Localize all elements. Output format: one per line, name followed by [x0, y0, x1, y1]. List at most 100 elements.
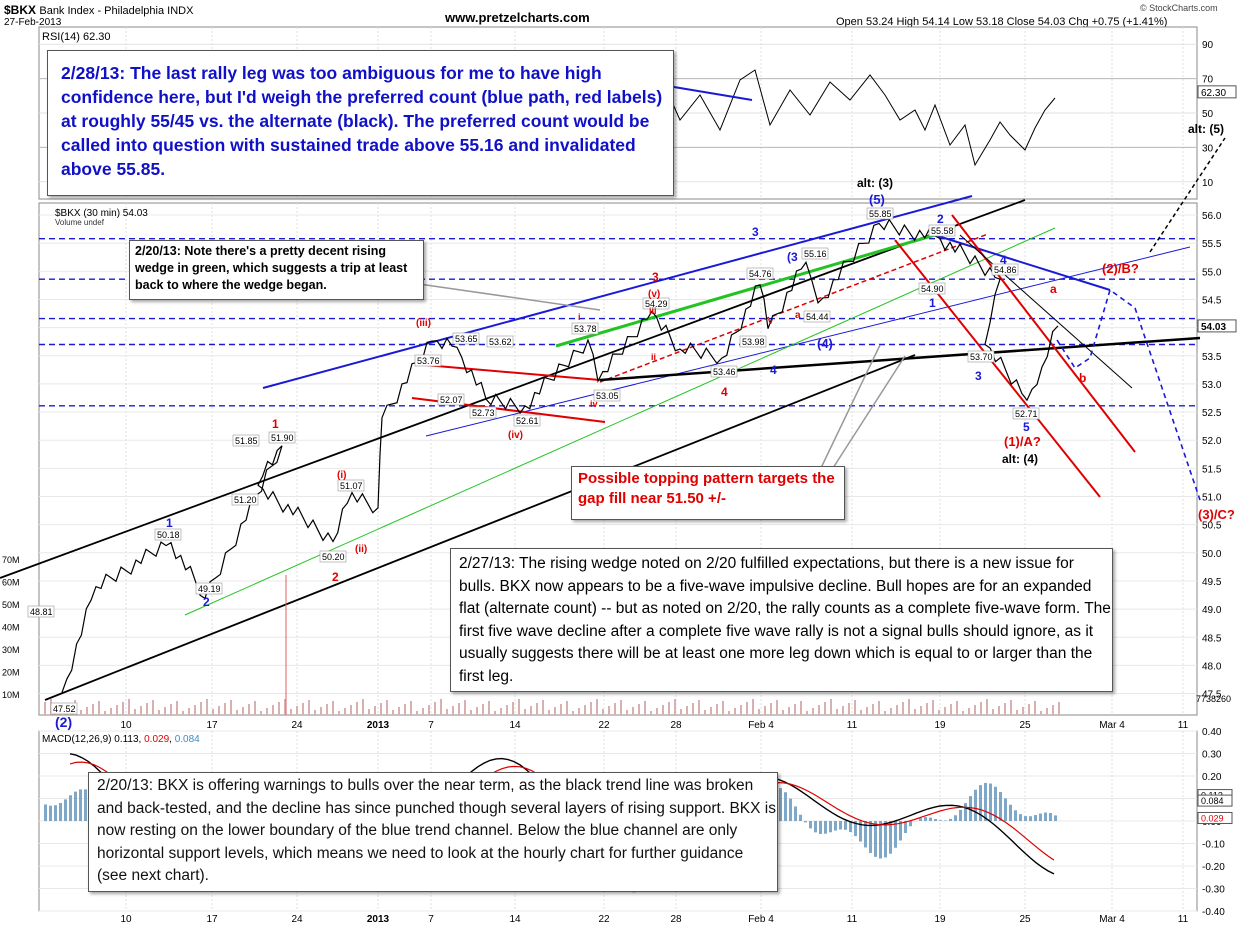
- x-tick-label: 11: [1178, 914, 1189, 925]
- volume-bar: [194, 705, 196, 715]
- volume-bar: [86, 707, 88, 715]
- volume-bar: [686, 706, 688, 715]
- macd-tag: 0.029: [1201, 813, 1224, 823]
- price-label-box: [50, 702, 78, 715]
- price-label: 50.20: [322, 552, 345, 562]
- price-label: 47.52: [53, 704, 76, 714]
- wave-label-red: (v): [648, 289, 660, 300]
- volume-bar: [746, 702, 748, 715]
- macd-label: MACD(12,26,9) 0.113, 0.029, 0.084: [42, 734, 200, 745]
- macd-histogram-bar: [784, 792, 787, 821]
- macd-tag-box: [1197, 794, 1233, 807]
- volume-bar: [116, 705, 118, 715]
- macd-v1: 0.113: [114, 734, 139, 745]
- volume-bar: [668, 702, 670, 715]
- volume-bar: [320, 707, 322, 715]
- site-label: www.pretzelcharts.com: [445, 10, 590, 25]
- price-label-box: [801, 247, 829, 260]
- volume-bar: [98, 701, 100, 715]
- volume-bar: [530, 706, 532, 715]
- volume-bar: [284, 699, 286, 715]
- price-label-box: [967, 350, 995, 363]
- wave-label-red: 1: [272, 417, 279, 431]
- price-label: 55.85: [869, 209, 892, 219]
- volume-bar: [944, 707, 946, 715]
- macd-histogram-bar: [59, 802, 62, 821]
- macd-histogram-bar: [904, 821, 907, 834]
- macd-tick-label: 0.20: [1202, 772, 1222, 783]
- price-label: 52.71: [1015, 409, 1038, 419]
- macd-histogram-bar: [949, 818, 952, 821]
- credit-label: © StockCharts.com: [1140, 3, 1218, 13]
- volume-bar: [848, 703, 850, 715]
- volume-bar: [680, 709, 682, 715]
- price-label: 52.73: [472, 408, 495, 418]
- macd-histogram-bar: [779, 788, 782, 821]
- volume-bar: [1040, 711, 1042, 715]
- volume-tick-label: 10M: [2, 690, 20, 700]
- price-label: 52.07: [440, 395, 463, 405]
- volume-bar: [152, 700, 154, 715]
- volume-bar: [974, 705, 976, 715]
- macd-histogram-bar: [1009, 804, 1012, 821]
- macd-histogram-bar: [824, 821, 827, 834]
- volume-bar: [398, 707, 400, 715]
- volume-bar: [110, 708, 112, 715]
- macd-histogram-bar: [789, 798, 792, 821]
- volume-bar: [980, 702, 982, 715]
- price-label: 48.81: [30, 607, 53, 617]
- macd-note: 2/20/13: BKX is offering warnings to bul…: [88, 772, 778, 892]
- volume-bar: [314, 710, 316, 715]
- volume-bar: [692, 703, 694, 715]
- x-tick-label: Feb 4: [748, 914, 774, 925]
- wave-label-black: alt: (3): [857, 176, 893, 190]
- volume-bar: [122, 702, 124, 715]
- blue-descending-line: [937, 235, 1111, 291]
- macd-histogram-bar: [874, 821, 877, 857]
- price-label: 53.65: [455, 334, 478, 344]
- volume-bar: [758, 709, 760, 715]
- volume-bar: [524, 709, 526, 715]
- volume-bar: [788, 707, 790, 715]
- price-tick-label: 50.5: [1202, 521, 1222, 532]
- volume-bar: [248, 704, 250, 715]
- x-tick-label: Feb 4: [748, 720, 774, 731]
- volume-bar: [650, 711, 652, 715]
- volume-bar: [332, 701, 334, 715]
- volume-bar: [938, 710, 940, 715]
- rsi-line: [659, 69, 1056, 167]
- wave-label-red: a: [795, 310, 801, 321]
- wave-label-red: ii: [651, 352, 656, 362]
- price-label: 50.18: [157, 530, 180, 540]
- macd-histogram-bar: [44, 804, 47, 821]
- macd-histogram-bar: [74, 791, 77, 821]
- volume-bar: [752, 699, 754, 715]
- macd-histogram-bar: [814, 821, 817, 833]
- wave-label-red: (iv): [508, 430, 523, 441]
- volume-bar: [134, 709, 136, 715]
- macd-histogram-bar: [829, 821, 832, 833]
- wave-label-red: a: [1050, 282, 1057, 296]
- green-support-line: [184, 227, 1056, 616]
- macd-histogram-bar: [954, 815, 957, 821]
- callout-arrow: [411, 282, 601, 311]
- macd-histogram-bar: [919, 818, 922, 821]
- price-tick-label: 55.5: [1202, 239, 1222, 250]
- volume-bar: [590, 702, 592, 715]
- macd-histogram-bar: [1019, 814, 1022, 821]
- rsi-tick-label: 70: [1202, 75, 1214, 86]
- price-label: 49.19: [198, 584, 221, 594]
- volume-bar: [986, 699, 988, 715]
- x-tick-label: 24: [291, 914, 303, 925]
- price-label-box: [928, 224, 956, 237]
- red-triangle-upper: [424, 364, 601, 381]
- volume-bar: [764, 706, 766, 715]
- wave-label-blue: 4: [770, 363, 777, 377]
- price-label: 54.29: [645, 299, 668, 309]
- rsi-last-tag: 62.30: [1201, 88, 1226, 99]
- wave-label-blue: 5: [1023, 420, 1030, 434]
- volume-bar: [956, 701, 958, 715]
- chart-date: 27-Feb-2013: [4, 17, 62, 28]
- volume-bar: [296, 706, 298, 715]
- volume-bar: [218, 706, 220, 715]
